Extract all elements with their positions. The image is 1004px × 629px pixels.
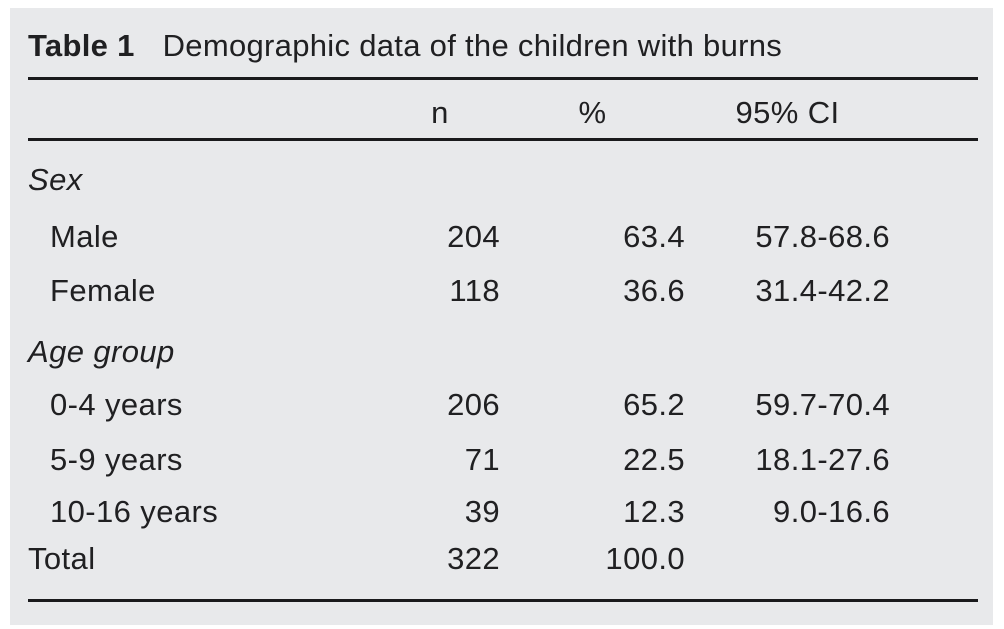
- cell-percent: 22.5: [623, 442, 685, 477]
- cell-percent: 36.6: [623, 273, 685, 308]
- table-caption: Demographic data of the children with bu…: [162, 28, 783, 63]
- table-number: Table 1: [28, 28, 135, 63]
- table-row-total: Total 322 100.0: [28, 537, 978, 581]
- cell-ci: 18.1-27.6: [755, 442, 890, 477]
- cell-n: 322: [447, 541, 500, 576]
- table-row-0-4-years: 0-4 years 206 65.2 59.7-70.4: [28, 383, 978, 427]
- table-header-row: n % 95% CI: [28, 91, 978, 135]
- table-row-5-9-years: 5-9 years 71 22.5 18.1-27.6: [28, 438, 978, 482]
- cell-n: 204: [447, 219, 500, 254]
- table-panel: Table 1 Demographic data of the children …: [10, 8, 993, 625]
- cell-percent: 100.0: [605, 541, 685, 576]
- table-row-sex-group: Sex: [28, 158, 978, 202]
- table-row-10-16-years: 10-16 years 39 12.3 9.0-16.6: [28, 490, 978, 534]
- cell-ci: 59.7-70.4: [755, 387, 890, 422]
- cell-n: 118: [449, 273, 500, 308]
- col-header-percent: %: [578, 95, 607, 130]
- cell-ci: 9.0-16.6: [773, 494, 890, 529]
- row-label: Total: [28, 541, 96, 576]
- cell-ci: 57.8-68.6: [755, 219, 890, 254]
- cell-percent: 65.2: [623, 387, 685, 422]
- table-row-female: Female 118 36.6 31.4-42.2: [28, 269, 978, 313]
- row-label: Male: [50, 219, 119, 254]
- col-header-n: n: [431, 95, 449, 130]
- table-row-age-group: Age group: [28, 330, 978, 374]
- rule-below-header: [28, 138, 978, 141]
- row-label: 5-9 years: [50, 442, 183, 477]
- cell-n: 39: [464, 494, 500, 529]
- cell-percent: 12.3: [623, 494, 685, 529]
- table-row-male: Male 204 63.4 57.8-68.6: [28, 215, 978, 259]
- row-label: Age group: [28, 334, 175, 369]
- cell-ci: 31.4-42.2: [755, 273, 890, 308]
- cell-n: 71: [464, 442, 500, 477]
- table-title: Table 1 Demographic data of the children …: [28, 26, 978, 66]
- row-label: 10-16 years: [50, 494, 219, 529]
- cell-percent: 63.4: [623, 219, 685, 254]
- col-header-ci: 95% CI: [735, 95, 840, 130]
- row-label: Female: [50, 273, 156, 308]
- rule-top: [28, 77, 978, 80]
- rule-bottom: [28, 599, 978, 602]
- row-label: Sex: [28, 162, 83, 197]
- cell-n: 206: [447, 387, 500, 422]
- row-label: 0-4 years: [50, 387, 183, 422]
